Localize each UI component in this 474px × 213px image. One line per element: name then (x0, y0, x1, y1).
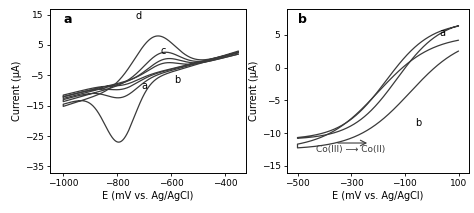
X-axis label: E (mV vs. Ag/AgCl): E (mV vs. Ag/AgCl) (102, 191, 194, 201)
Text: b: b (416, 118, 422, 128)
Y-axis label: Current (μA): Current (μA) (249, 60, 259, 121)
Text: b: b (174, 75, 180, 85)
Y-axis label: Current (μA): Current (μA) (12, 60, 22, 121)
Text: d: d (136, 11, 142, 21)
Text: a: a (440, 29, 446, 39)
X-axis label: E (mV vs. Ag/AgCl): E (mV vs. Ag/AgCl) (332, 191, 424, 201)
Text: Co(III) ⟶ Co(II): Co(III) ⟶ Co(II) (316, 145, 385, 154)
Text: c: c (160, 46, 165, 56)
Text: a: a (141, 81, 147, 91)
Text: b: b (298, 13, 307, 26)
Text: a: a (64, 13, 72, 26)
